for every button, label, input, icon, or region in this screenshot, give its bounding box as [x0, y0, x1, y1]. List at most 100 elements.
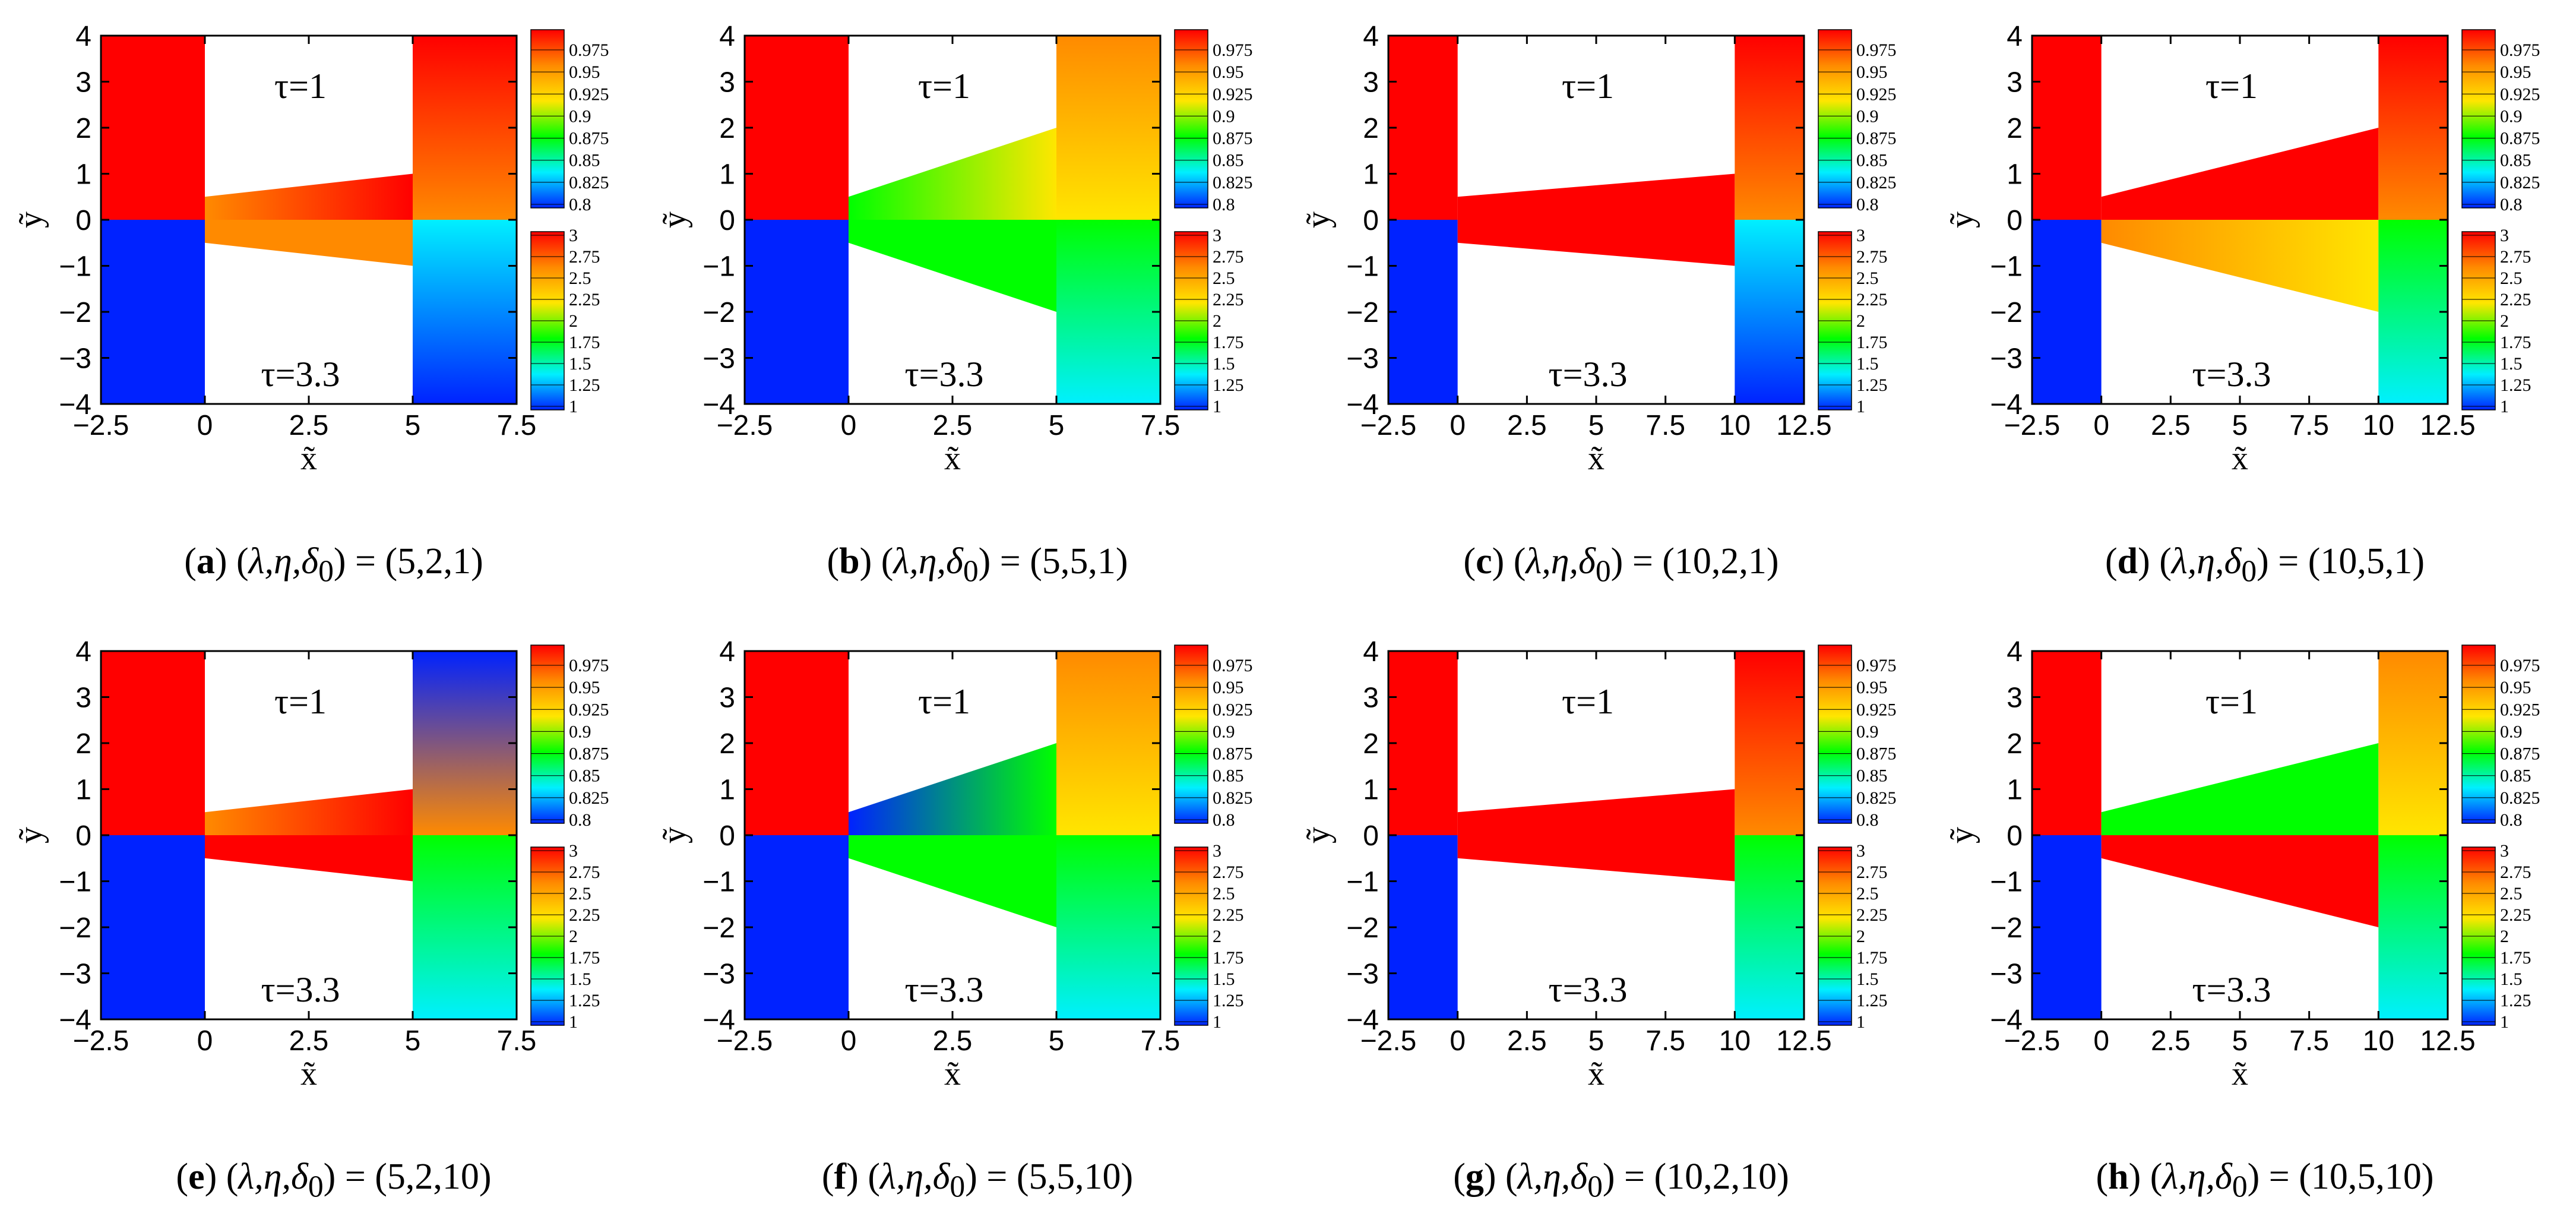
y-tick-label: 4	[75, 636, 91, 668]
x-tick-label: 7.5	[2289, 410, 2329, 441]
panel-f-caption: (f) (λ,η,δ0) = (5,5,10)	[667, 1156, 1287, 1204]
caption-part: ) = (10,5,10)	[2247, 1157, 2434, 1197]
caption-part: λ,η,δ	[238, 1157, 308, 1197]
caption-part: g	[1465, 1157, 1484, 1197]
caption-part: h	[2108, 1157, 2129, 1197]
field-top-channel	[1457, 789, 1735, 835]
tau-bottom-label: τ=3.3	[905, 970, 984, 1009]
colorbar-bottom-label: 2.75	[569, 247, 600, 267]
colorbar-top-label: 0.85	[2500, 151, 2531, 170]
colorbar-bottom-label: 2	[1856, 311, 1865, 331]
caption-part: ) (	[2138, 541, 2172, 582]
field-top-outlet	[1056, 651, 1160, 835]
x-tick-label: 7.5	[497, 410, 537, 441]
colorbar-top-label: 0.975	[1856, 656, 1897, 675]
x-tick-label: 2.5	[1507, 1025, 1547, 1057]
y-tick-label: 2	[2007, 113, 2023, 144]
colorbar-top-label: 0.95	[1856, 62, 1888, 82]
y-tick-label: −2	[1990, 297, 2023, 328]
colorbar-bottom-label: 1.5	[569, 969, 591, 989]
colorbar-top-label: 0.925	[2500, 700, 2540, 719]
field-top-outlet	[2378, 36, 2448, 220]
x-tick-label: 12.5	[2420, 410, 2475, 441]
y-tick-label: −4	[1346, 389, 1379, 421]
x-tick-label: 0	[197, 1025, 213, 1057]
colorbar-bottom-label: 2.25	[2500, 290, 2531, 309]
y-tick-label: −1	[702, 867, 735, 898]
tau-bottom-label: τ=3.3	[1549, 970, 1628, 1009]
y-tick-label: 1	[2007, 775, 2023, 806]
colorbar-top	[1818, 645, 1852, 824]
colorbar-top-label: 0.9	[1213, 106, 1235, 126]
y-tick-label: 3	[75, 683, 91, 714]
y-tick-label: 3	[2007, 683, 2023, 714]
caption-part: d	[2117, 541, 2138, 582]
colorbar-bottom-label: 2.5	[569, 268, 591, 288]
colorbar-top-label: 0.875	[2500, 744, 2540, 764]
colorbar-bottom-label: 2.5	[1213, 884, 1235, 904]
caption-part: c	[1476, 541, 1492, 582]
caption-part: λ,η,δ	[1517, 1157, 1588, 1197]
panel-b-plot: −2.5 0 2.5 5 7.5 4 3 2 1 0 −1 −2 −3 −4 x̃ ỹ τ=1 τ=3.3 0.97…	[656, 21, 1253, 477]
field-top-channel	[2101, 743, 2379, 835]
y-axis-title: ỹ	[656, 211, 693, 228]
colorbar-bottom-label: 2.5	[1856, 268, 1879, 288]
x-tick-label: 5	[1049, 1025, 1065, 1057]
caption-part: ) = (5,2,10)	[323, 1157, 492, 1197]
x-tick-label: 5	[405, 410, 421, 441]
caption-part: ) (	[1483, 1157, 1518, 1197]
x-tick-label: −2.5	[717, 1025, 773, 1057]
x-tick-label: 7.5	[497, 1025, 537, 1057]
colorbar-top-label: 0.95	[2500, 678, 2531, 697]
colorbar-bottom-label: 1.75	[569, 948, 600, 968]
caption-part: 0	[318, 554, 334, 589]
caption-part: b	[839, 541, 860, 582]
y-tick-label: 2	[2007, 728, 2023, 760]
colorbar-top-label: 0.9	[2500, 106, 2523, 126]
x-tick-label: 10	[1719, 410, 1751, 441]
field-bottom-outlet	[1056, 835, 1160, 1019]
colorbar-top-label: 0.925	[569, 84, 609, 104]
field-top-outlet	[413, 651, 517, 835]
caption-part: 0	[2232, 1170, 2248, 1204]
y-tick-label: −4	[1346, 1004, 1379, 1036]
field-bottom-channel	[2101, 220, 2379, 312]
y-tick-label: 2	[75, 728, 91, 760]
y-tick-label: −1	[59, 867, 91, 898]
y-tick-label: −2	[59, 912, 91, 944]
x-axis-title: x̃	[2232, 1056, 2248, 1092]
colorbar-top-label: 0.825	[569, 788, 609, 808]
field-top-channel	[205, 789, 413, 835]
y-tick-label: 1	[2007, 159, 2023, 191]
colorbar-bottom-label: 1.25	[1213, 375, 1244, 395]
colorbar-top-label: 0.9	[2500, 722, 2523, 741]
colorbar-bottom-label: 2.25	[1213, 905, 1244, 925]
y-tick-label: 1	[719, 775, 735, 806]
colorbar-top-label: 0.875	[2500, 129, 2540, 149]
caption-part: (	[821, 1157, 834, 1197]
x-tick-label: 5	[1588, 410, 1605, 441]
y-axis-title: ỹ	[12, 211, 49, 228]
y-tick-label: 1	[719, 159, 735, 191]
colorbar-top-label: 0.85	[1856, 766, 1888, 786]
colorbar-bottom-label: 1.5	[1856, 354, 1879, 374]
y-tick-label: 1	[75, 159, 91, 191]
x-axis-title: x̃	[1588, 440, 1605, 477]
colorbar-top-label: 0.975	[2500, 40, 2540, 60]
colorbar-bottom-label: 1.25	[569, 375, 600, 395]
x-tick-label: 10	[2363, 1025, 2394, 1057]
y-tick-label: 0	[719, 820, 735, 852]
x-tick-label: 0	[2093, 410, 2109, 441]
y-tick-label: 2	[75, 113, 91, 144]
field-bottom-inlet	[2032, 835, 2102, 1019]
y-tick-label: −1	[1346, 251, 1379, 283]
caption-part: f	[834, 1157, 847, 1197]
x-tick-label: 12.5	[2420, 1025, 2475, 1057]
y-tick-label: 1	[1363, 159, 1379, 191]
colorbar-top-label: 0.85	[2500, 766, 2531, 786]
panel-h-plot: −2.5 0 2.5 5 7.5 10 12.543210−1−2−3−4x̃ỹτ=1τ=3…	[1944, 636, 2540, 1092]
colorbar-bottom-label: 1.25	[2500, 991, 2531, 1010]
colorbar-top-label: 0.95	[1213, 678, 1244, 697]
y-tick-label: 0	[719, 205, 735, 236]
